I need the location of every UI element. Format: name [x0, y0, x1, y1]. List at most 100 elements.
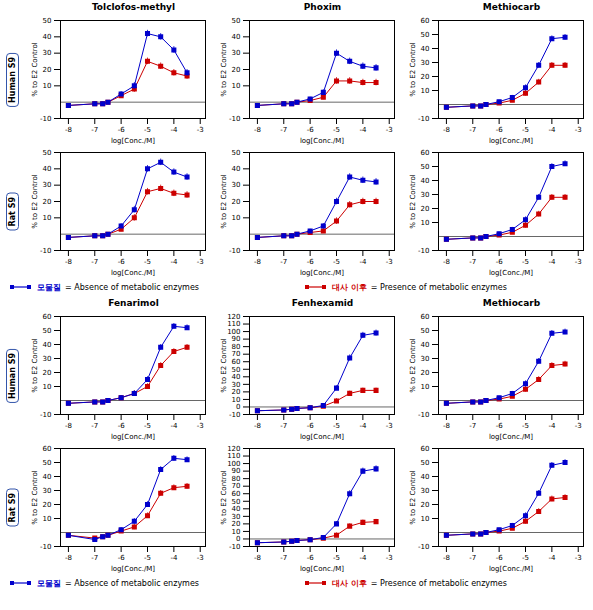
svg-text:30: 30 — [421, 59, 430, 67]
svg-text:90: 90 — [232, 335, 241, 343]
svg-text:-6: -6 — [118, 258, 126, 266]
svg-text:log[Conc./M]: log[Conc./M] — [489, 137, 533, 145]
svg-text:-7: -7 — [280, 258, 287, 266]
svg-text:20: 20 — [421, 205, 430, 213]
svg-text:30: 30 — [232, 513, 241, 521]
svg-text:-6: -6 — [496, 126, 504, 134]
svg-text:20: 20 — [232, 198, 241, 206]
svg-text:-10: -10 — [40, 115, 51, 123]
svg-text:-8: -8 — [443, 422, 450, 430]
svg-text:0: 0 — [236, 403, 240, 411]
svg-text:log[Conc./M]: log[Conc./M] — [300, 565, 344, 573]
svg-text:120: 120 — [227, 313, 240, 321]
svg-text:-5: -5 — [522, 554, 529, 562]
svg-text:-5: -5 — [522, 126, 529, 134]
svg-text:% to E2 Control: % to E2 Control — [220, 174, 228, 229]
svg-text:% to E2 Control: % to E2 Control — [409, 470, 417, 525]
svg-text:-7: -7 — [469, 422, 476, 430]
svg-text:50: 50 — [421, 327, 430, 335]
svg-text:60: 60 — [43, 313, 52, 321]
svg-text:20: 20 — [421, 73, 430, 81]
svg-text:120: 120 — [227, 445, 240, 453]
svg-text:-4: -4 — [170, 258, 178, 266]
svg-text:40: 40 — [43, 165, 52, 173]
svg-text:60: 60 — [43, 445, 52, 453]
svg-text:-8: -8 — [254, 422, 261, 430]
svg-text:-7: -7 — [280, 126, 287, 134]
svg-text:30: 30 — [421, 355, 430, 363]
svg-text:-3: -3 — [197, 126, 204, 134]
svg-text:-10: -10 — [40, 411, 51, 419]
svg-text:-4: -4 — [548, 258, 556, 266]
svg-text:-3: -3 — [575, 126, 582, 134]
svg-text:-6: -6 — [307, 258, 315, 266]
svg-text:90: 90 — [232, 467, 241, 475]
svg-text:40: 40 — [43, 473, 52, 481]
svg-text:30: 30 — [43, 487, 52, 495]
svg-text:60: 60 — [421, 313, 430, 321]
svg-text:10: 10 — [43, 214, 52, 222]
svg-text:-3: -3 — [575, 422, 582, 430]
svg-text:30: 30 — [232, 49, 241, 57]
svg-text:-4: -4 — [170, 126, 178, 134]
svg-text:20: 20 — [43, 198, 52, 206]
svg-text:-4: -4 — [359, 554, 367, 562]
svg-text:-8: -8 — [65, 258, 72, 266]
svg-text:60: 60 — [232, 358, 241, 366]
svg-text:-6: -6 — [496, 554, 504, 562]
svg-text:30: 30 — [232, 381, 241, 389]
svg-text:10: 10 — [421, 219, 430, 227]
svg-text:40: 40 — [421, 177, 430, 185]
svg-text:log[Conc./M]: log[Conc./M] — [300, 137, 344, 145]
svg-text:-3: -3 — [386, 422, 393, 430]
svg-text:40: 40 — [421, 341, 430, 349]
svg-text:-7: -7 — [91, 422, 98, 430]
svg-text:20: 20 — [421, 501, 430, 509]
svg-text:-6: -6 — [496, 258, 504, 266]
svg-text:-4: -4 — [548, 126, 556, 134]
svg-text:-10: -10 — [418, 247, 429, 255]
svg-text:80: 80 — [232, 475, 241, 483]
svg-text:% to E2 Control: % to E2 Control — [220, 470, 228, 525]
svg-text:-5: -5 — [333, 258, 340, 266]
svg-text:% to E2 Control: % to E2 Control — [220, 338, 228, 393]
svg-text:10: 10 — [421, 515, 430, 523]
svg-text:-10: -10 — [40, 247, 51, 255]
svg-text:-6: -6 — [118, 422, 126, 430]
svg-text:-3: -3 — [197, 554, 204, 562]
svg-text:-10: -10 — [229, 115, 240, 123]
svg-text:-5: -5 — [333, 422, 340, 430]
svg-text:40: 40 — [232, 33, 241, 41]
svg-text:-7: -7 — [280, 422, 287, 430]
svg-text:20: 20 — [232, 66, 241, 74]
svg-text:-7: -7 — [469, 258, 476, 266]
svg-text:-4: -4 — [359, 126, 367, 134]
svg-text:-8: -8 — [65, 554, 72, 562]
svg-text:20: 20 — [421, 369, 430, 377]
svg-text:40: 40 — [43, 33, 52, 41]
svg-text:50: 50 — [43, 149, 52, 157]
svg-text:-3: -3 — [575, 258, 582, 266]
svg-text:60: 60 — [421, 149, 430, 157]
svg-text:10: 10 — [232, 396, 241, 404]
svg-text:50: 50 — [43, 327, 52, 335]
svg-text:-6: -6 — [496, 422, 504, 430]
svg-text:-6: -6 — [307, 554, 315, 562]
svg-text:% to E2 Control: % to E2 Control — [409, 338, 417, 393]
svg-text:50: 50 — [43, 459, 52, 467]
svg-text:60: 60 — [421, 445, 430, 453]
svg-text:-7: -7 — [469, 554, 476, 562]
svg-text:-5: -5 — [144, 126, 151, 134]
svg-text:log[Conc./M]: log[Conc./M] — [111, 565, 155, 573]
svg-text:-6: -6 — [307, 126, 315, 134]
svg-text:30: 30 — [43, 181, 52, 189]
svg-text:50: 50 — [232, 498, 241, 506]
svg-text:-5: -5 — [144, 554, 151, 562]
svg-text:-7: -7 — [91, 554, 98, 562]
svg-text:40: 40 — [43, 341, 52, 349]
svg-text:-6: -6 — [118, 126, 126, 134]
svg-text:10: 10 — [232, 214, 241, 222]
svg-text:20: 20 — [232, 520, 241, 528]
svg-text:-5: -5 — [522, 258, 529, 266]
svg-text:-4: -4 — [359, 258, 367, 266]
